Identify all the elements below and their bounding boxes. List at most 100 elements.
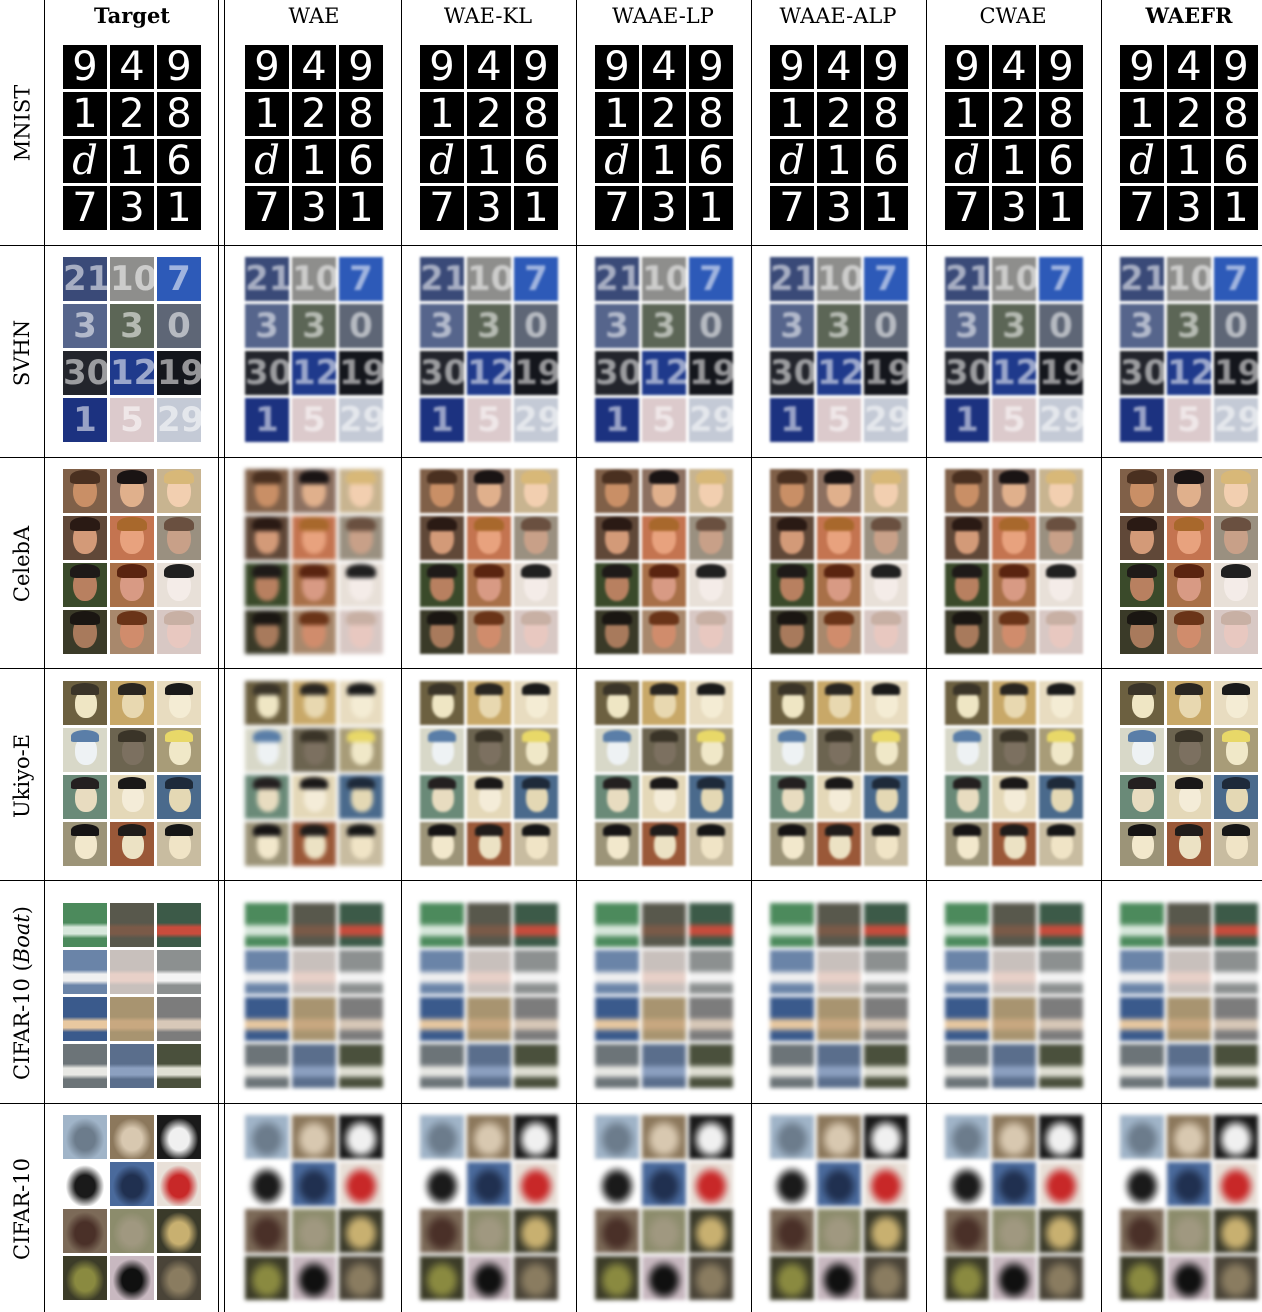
svhn-digit-tile: 5: [467, 398, 511, 442]
ukiyoe-image-tile: [1214, 728, 1258, 772]
boat-image-tile: [595, 997, 639, 1041]
face-image-tile: [339, 469, 383, 513]
svhn-digit-tile: 3: [1167, 304, 1211, 348]
boat-image-tile: [1167, 997, 1211, 1041]
cifar-image-tile: [1167, 1256, 1211, 1300]
column-separator: [218, 0, 219, 1312]
cifar-image-tile: [1039, 1256, 1083, 1300]
boat-image-tile: [514, 1044, 558, 1088]
ukiyoe-image-tile: [157, 681, 201, 725]
svhn-digit-tile: 3: [770, 304, 814, 348]
mnist-digit-tile: 3: [642, 186, 686, 230]
face-image-tile: [110, 516, 154, 560]
boat-image-tile: [467, 1044, 511, 1088]
image-grid: 21 10 7 3 3 0 30 12 19 1 5 29: [245, 257, 383, 442]
mnist-digit-tile: 1: [1039, 186, 1083, 230]
svhn-digit-tile: 3: [945, 304, 989, 348]
ukiyoe-image-tile: [1167, 681, 1211, 725]
mnist-digit-tile: 4: [467, 45, 511, 89]
face-image-tile: [945, 516, 989, 560]
boat-image-tile: [689, 997, 733, 1041]
row-label-text: CIFAR-10: [10, 1158, 34, 1260]
face-image-tile: [595, 516, 639, 560]
face-image-tile: [1167, 563, 1211, 607]
boat-image-tile: [817, 903, 861, 947]
face-image-tile: [945, 469, 989, 513]
image-grid: [770, 1115, 908, 1300]
mnist-digit-tile: 1: [157, 186, 201, 230]
mnist-digit-tile: d: [945, 139, 989, 183]
mnist-digit-tile: 3: [467, 186, 511, 230]
mnist-digit-tile: 8: [157, 92, 201, 136]
cifar-image-tile: [63, 1256, 107, 1300]
face-image-tile: [292, 516, 336, 560]
ukiyoe-image-tile: [514, 728, 558, 772]
face-image-tile: [514, 469, 558, 513]
cifar-image-tile: [770, 1209, 814, 1253]
cifar-image-tile: [642, 1115, 686, 1159]
image-grid: [595, 681, 733, 866]
boat-image-tile: [689, 1044, 733, 1088]
image-grid: 21 10 7 3 3 0 30 12 19 1 5 29: [945, 257, 1083, 442]
boat-image-tile: [110, 1044, 154, 1088]
ukiyoe-image-tile: [339, 822, 383, 866]
boat-image-tile: [642, 1044, 686, 1088]
mnist-digit-tile: 1: [110, 139, 154, 183]
svhn-digit-tile: 19: [339, 351, 383, 395]
mnist-digit-tile: 9: [595, 45, 639, 89]
cifar-image-tile: [514, 1256, 558, 1300]
boat-image-tile: [157, 997, 201, 1041]
mnist-digit-tile: 6: [689, 139, 733, 183]
face-image-tile: [595, 469, 639, 513]
face-image-tile: [1120, 563, 1164, 607]
mnist-digit-tile: d: [63, 139, 107, 183]
face-image-tile: [110, 563, 154, 607]
face-image-tile: [642, 516, 686, 560]
svhn-digit-tile: 19: [1039, 351, 1083, 395]
svhn-digit-tile: 3: [595, 304, 639, 348]
boat-image-tile: [689, 950, 733, 994]
boat-image-tile: [110, 997, 154, 1041]
row-label: CIFAR-10 (Boat): [0, 883, 44, 1103]
column-header-method: WAE-KL: [443, 4, 533, 28]
cifar-image-tile: [864, 1256, 908, 1300]
boat-image-tile: [1039, 997, 1083, 1041]
ukiyoe-image-tile: [514, 681, 558, 725]
ukiyoe-image-tile: [420, 681, 464, 725]
svhn-digit-tile: 10: [817, 257, 861, 301]
column-separator: [224, 0, 225, 1312]
boat-image-tile: [339, 997, 383, 1041]
mnist-digit-tile: d: [595, 139, 639, 183]
row-label-text: CIFAR-10 (Boat): [10, 906, 34, 1080]
ukiyoe-image-tile: [864, 681, 908, 725]
svhn-digit-tile: 5: [992, 398, 1036, 442]
face-image-tile: [689, 469, 733, 513]
cifar-image-tile: [467, 1256, 511, 1300]
svhn-digit-tile: 5: [110, 398, 154, 442]
face-image-tile: [945, 563, 989, 607]
svhn-digit-tile: 0: [157, 304, 201, 348]
cifar-image-tile: [945, 1256, 989, 1300]
cifar-image-tile: [642, 1256, 686, 1300]
column-header-method: WAAE-ALP: [779, 4, 897, 28]
boat-image-tile: [1214, 950, 1258, 994]
face-image-tile: [63, 516, 107, 560]
cifar-image-tile: [1120, 1209, 1164, 1253]
ukiyoe-image-tile: [467, 775, 511, 819]
svhn-digit-tile: 12: [992, 351, 1036, 395]
boat-image-tile: [945, 997, 989, 1041]
boat-image-tile: [63, 903, 107, 947]
ukiyoe-image-tile: [63, 728, 107, 772]
face-image-tile: [157, 610, 201, 654]
image-grid: [245, 469, 383, 654]
image-grid: [945, 903, 1083, 1088]
face-image-tile: [770, 469, 814, 513]
svhn-digit-tile: 10: [110, 257, 154, 301]
ukiyoe-image-tile: [1167, 775, 1211, 819]
boat-image-tile: [945, 1044, 989, 1088]
svhn-digit-tile: 19: [689, 351, 733, 395]
ukiyoe-image-tile: [157, 822, 201, 866]
cifar-image-tile: [817, 1115, 861, 1159]
boat-image-tile: [245, 1044, 289, 1088]
ukiyoe-image-tile: [770, 822, 814, 866]
